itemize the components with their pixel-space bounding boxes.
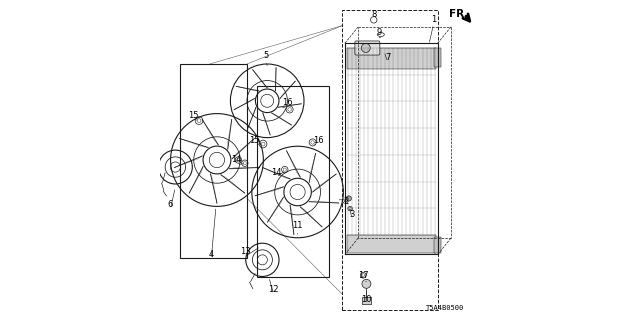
Bar	[434, 237, 441, 253]
FancyBboxPatch shape	[362, 297, 371, 304]
Text: 16: 16	[282, 98, 292, 107]
Text: 9: 9	[376, 28, 382, 37]
Text: 5: 5	[263, 52, 268, 60]
Bar	[342, 10, 438, 310]
Text: 15: 15	[249, 136, 260, 145]
Circle shape	[346, 196, 351, 201]
Text: 3: 3	[349, 210, 355, 219]
Text: T5A4B0500: T5A4B0500	[426, 305, 464, 311]
Text: 7: 7	[385, 53, 390, 62]
Bar	[434, 48, 441, 67]
Text: 14: 14	[232, 156, 242, 164]
Circle shape	[362, 279, 371, 288]
Text: 2: 2	[343, 197, 348, 206]
Text: 8: 8	[371, 10, 376, 19]
Text: 13: 13	[241, 247, 251, 256]
Text: 14: 14	[271, 168, 282, 177]
Text: 6: 6	[168, 200, 173, 209]
Bar	[347, 48, 436, 69]
Text: 15: 15	[188, 111, 199, 120]
Text: FR.: FR.	[449, 9, 468, 19]
Text: 17: 17	[358, 271, 369, 280]
Text: 12: 12	[268, 285, 279, 294]
Circle shape	[361, 44, 370, 52]
Text: 16: 16	[313, 136, 324, 145]
Text: 10: 10	[361, 295, 372, 304]
Text: 4: 4	[209, 250, 214, 259]
FancyBboxPatch shape	[355, 41, 380, 55]
Text: 1: 1	[431, 15, 436, 24]
Bar	[347, 235, 436, 253]
Text: 11: 11	[292, 221, 303, 230]
